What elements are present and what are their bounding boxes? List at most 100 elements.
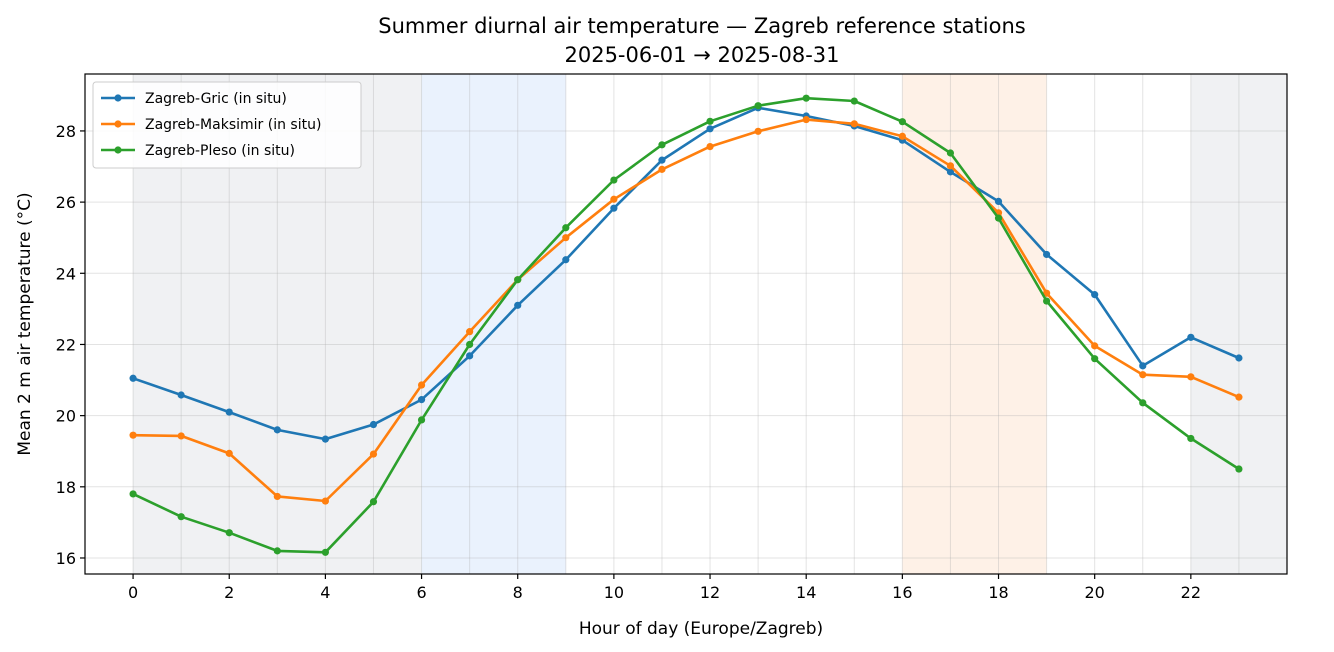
x-tick-label: 0 <box>128 583 138 602</box>
x-tick-label: 14 <box>796 583 816 602</box>
data-point <box>225 408 233 416</box>
y-tick-label: 22 <box>56 335 76 354</box>
y-tick-label: 18 <box>56 478 76 497</box>
x-tick-label: 16 <box>892 583 912 602</box>
chart-subtitle: 2025-06-01 → 2025-08-31 <box>564 43 839 67</box>
x-tick-label: 10 <box>604 583 624 602</box>
data-point <box>1091 291 1099 299</box>
data-point <box>225 529 233 537</box>
data-point <box>466 340 474 349</box>
data-point <box>466 352 474 360</box>
legend-label: Zagreb-Pleso (in situ) <box>145 143 295 159</box>
data-point <box>562 234 570 242</box>
y-tick-label: 26 <box>56 193 76 212</box>
data-point <box>562 256 570 264</box>
y-tick-label: 28 <box>56 122 76 141</box>
data-point <box>177 432 185 440</box>
data-point <box>1139 362 1147 370</box>
data-point <box>610 204 618 212</box>
data-point <box>273 426 281 434</box>
data-point <box>417 416 426 424</box>
x-tick-label: 18 <box>988 583 1008 602</box>
data-point <box>898 118 906 126</box>
data-point <box>802 115 810 124</box>
y-tick-label: 20 <box>56 407 76 426</box>
y-tick-label: 24 <box>56 264 76 283</box>
data-point <box>898 132 906 140</box>
x-tick-label: 4 <box>320 583 330 602</box>
y-axis-label: Mean 2 m air temperature (°C) <box>15 192 35 455</box>
x-tick-label: 20 <box>1085 583 1105 602</box>
series-line-2 <box>131 118 1241 503</box>
data-point <box>850 97 858 105</box>
series-group <box>129 94 1243 556</box>
data-point <box>658 165 666 173</box>
data-point <box>850 120 858 128</box>
x-tick-label: 22 <box>1181 583 1201 602</box>
data-point <box>754 102 762 110</box>
x-tick-label: 12 <box>700 583 720 602</box>
data-point <box>273 492 281 501</box>
data-point <box>1091 342 1099 350</box>
legend-marker <box>114 94 122 102</box>
data-point <box>994 214 1003 222</box>
data-point <box>1043 297 1051 305</box>
data-point <box>177 391 185 399</box>
data-point <box>1139 371 1147 379</box>
grid-lines <box>85 74 1287 574</box>
legend-label: Zagreb-Maksimir (in situ) <box>145 117 321 133</box>
data-point <box>1187 434 1195 443</box>
data-point <box>1091 355 1099 363</box>
data-point <box>1187 333 1195 341</box>
legend-marker <box>114 146 122 154</box>
data-point <box>321 435 329 443</box>
series-line-1 <box>131 106 1241 441</box>
data-point <box>129 490 137 498</box>
data-point <box>321 548 329 556</box>
data-point <box>946 168 955 176</box>
data-point <box>1187 373 1195 381</box>
data-point <box>610 195 618 203</box>
data-point <box>994 197 1003 206</box>
data-point <box>1235 393 1243 401</box>
plot-frame <box>84 73 1288 575</box>
x-tick-label: 6 <box>416 583 426 602</box>
legend: Zagreb-Gric (in situ) Zagreb-Maksimir (in… <box>92 81 362 169</box>
data-point <box>706 117 714 125</box>
data-point <box>610 176 618 184</box>
data-point <box>1235 465 1243 473</box>
x-axis-label: Hour of day (Europe/Zagreb) <box>579 619 823 639</box>
data-point <box>754 127 762 135</box>
data-point <box>706 125 714 133</box>
data-point <box>129 431 137 439</box>
chart-title: Summer diurnal air temperature — Zagreb … <box>378 14 1025 38</box>
y-tick-label: 16 <box>56 549 76 568</box>
legend-marker <box>114 120 122 128</box>
data-point <box>1139 399 1147 407</box>
series-line-3 <box>131 96 1241 554</box>
data-point <box>946 162 955 170</box>
shaded-band <box>1190 74 1287 574</box>
data-point <box>1043 289 1051 297</box>
data-point <box>177 513 185 521</box>
data-point <box>369 498 378 506</box>
data-point <box>1235 354 1243 362</box>
data-point <box>802 94 810 102</box>
data-point <box>1043 250 1051 259</box>
data-point <box>417 396 426 404</box>
data-point <box>129 374 137 382</box>
data-point <box>321 497 329 505</box>
data-point <box>369 420 378 429</box>
data-point <box>369 450 378 458</box>
x-tick-label: 2 <box>224 583 234 602</box>
data-point <box>225 449 233 457</box>
legend-box <box>92 81 362 169</box>
data-point <box>466 328 474 336</box>
data-point <box>658 156 666 164</box>
shaded-band <box>421 74 566 574</box>
data-point <box>273 547 281 555</box>
x-tick-label: 8 <box>513 583 523 602</box>
data-point <box>514 301 522 309</box>
